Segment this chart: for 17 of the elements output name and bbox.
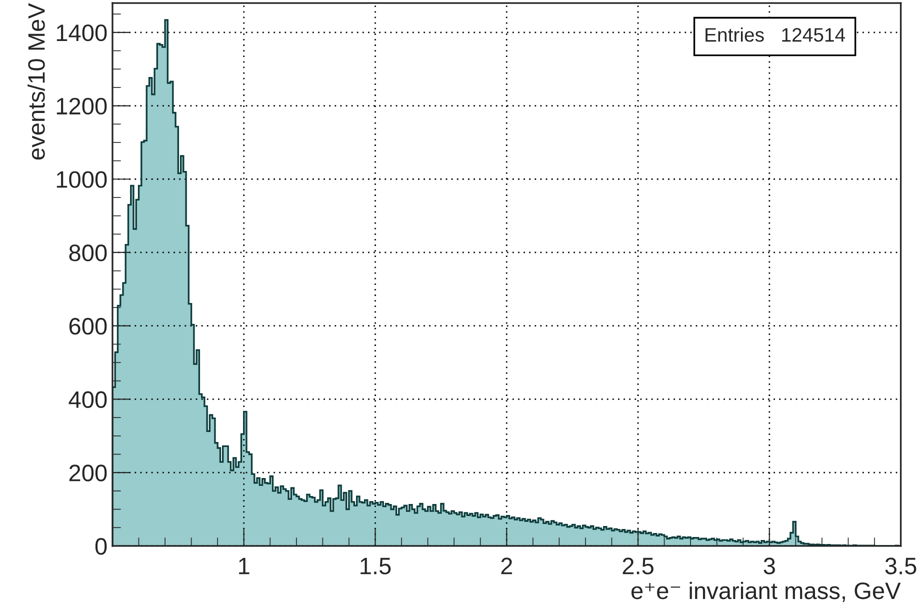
x-tick-label: 3 [764, 558, 775, 574]
x-tick-label: 1 [239, 558, 250, 574]
y-tick-label: 200 [69, 464, 107, 482]
y-tick-label: 1000 [56, 171, 107, 188]
x-tick-label: 2.5 [622, 558, 654, 574]
y-axis-title: events/10 MeV [28, 3, 45, 160]
x-tick-label: 2 [501, 558, 512, 574]
x-tick-label: 1.5 [360, 558, 391, 574]
annotation: Entries 124514 [706, 27, 846, 42]
x-axis-title: e⁺e⁻ invariant mass, GeV [631, 582, 901, 602]
y-tick-label: 1400 [56, 24, 107, 42]
y-tick-label: 400 [68, 391, 107, 408]
y-tick-label: 600 [69, 318, 107, 335]
y-tick-label: 800 [69, 244, 107, 262]
y-tick-label: 0 [95, 538, 107, 555]
x-tick-label: 3.5 [885, 558, 916, 574]
y-tick-label: 1200 [56, 98, 107, 115]
